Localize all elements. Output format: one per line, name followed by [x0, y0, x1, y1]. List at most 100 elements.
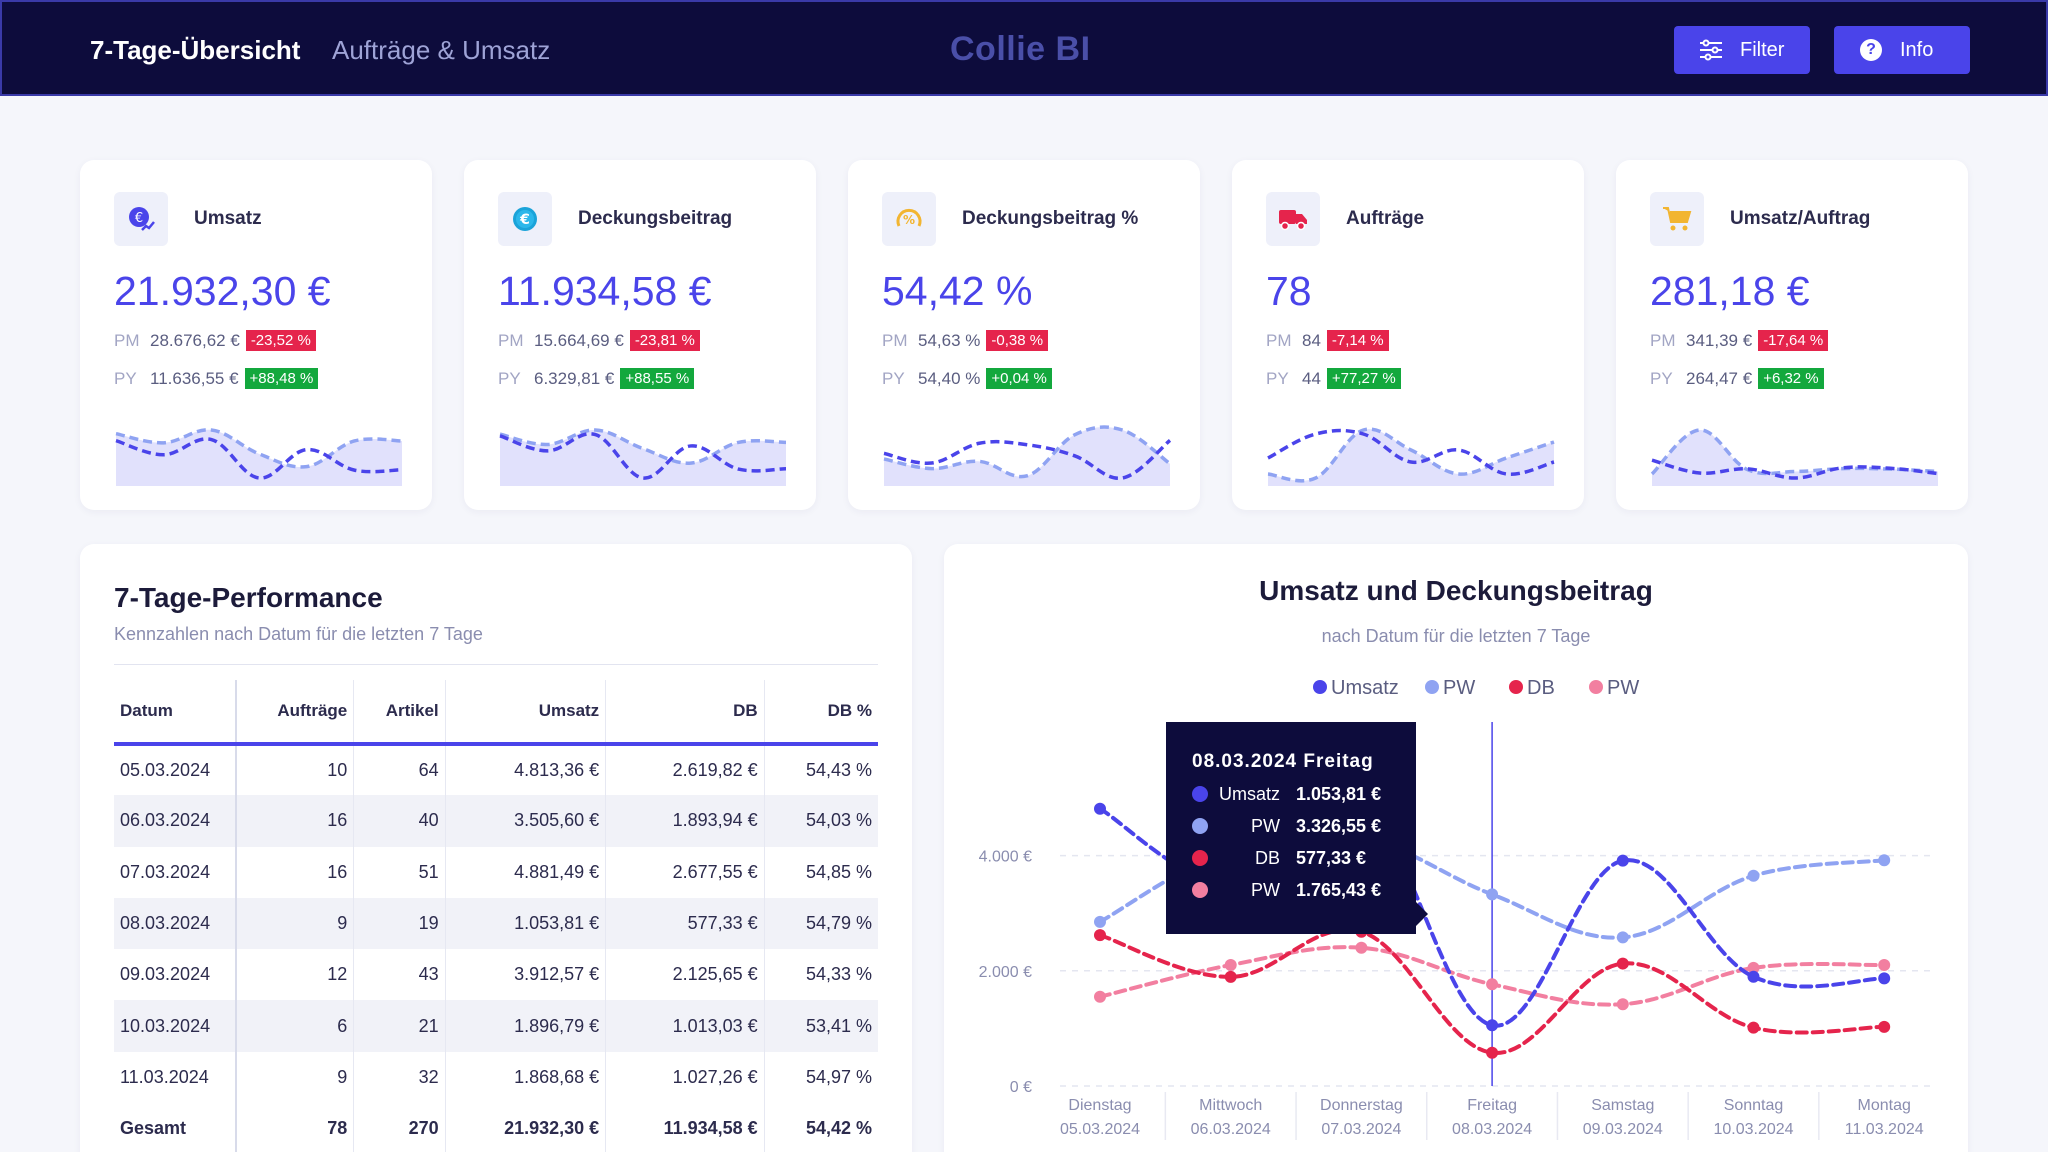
data-point [1094, 990, 1106, 1003]
column-header[interactable]: Artikel [353, 680, 446, 746]
euro-coin-icon: € [498, 192, 552, 246]
top-bar: 7-Tage-Übersicht Aufträge & Umsatz Colli… [0, 0, 2048, 96]
table-cell: 1.868,68 € [444, 1051, 606, 1104]
column-header[interactable]: Umsatz [444, 680, 606, 746]
table-row: 07.03.2024 16 51 4.881,49 €2.677,55 €54,85 … [114, 846, 878, 898]
total-cell: 78 [235, 1103, 354, 1152]
table-row: 06.03.2024 16 40 3.505,60 €1.893,94 €54,03 … [114, 795, 878, 847]
py-key: PY [1650, 368, 1673, 388]
info-button[interactable]: ? Info [1834, 26, 1970, 74]
data-point [1878, 1020, 1891, 1033]
x-tick-date: 06.03.2024 [1191, 1121, 1271, 1138]
data-point [1355, 941, 1368, 954]
data-point [1616, 854, 1629, 867]
table-cell: 64 [353, 744, 446, 796]
y-tick-label: 2.000 € [979, 964, 1032, 981]
py-delta-badge: +88,48 % [244, 368, 319, 389]
data-point [1486, 1019, 1499, 1032]
percent-gauge-icon: % [882, 192, 936, 246]
x-tick-date: 07.03.2024 [1321, 1121, 1401, 1138]
kpi-label: Deckungsbeitrag % [962, 208, 1139, 229]
spark-current-line [883, 438, 1172, 480]
pm-delta-badge: -0,38 % [986, 330, 1049, 351]
pm-delta-badge: -23,81 % [629, 330, 700, 351]
column-header[interactable]: Aufträge [235, 680, 354, 746]
tooltip-series-name: DB [1255, 848, 1280, 868]
column-header[interactable]: Datum [114, 680, 237, 746]
kpi-sparkline [499, 428, 787, 486]
pm-value: 15.664,69 € [534, 330, 624, 350]
table-cell: 9 [235, 897, 354, 950]
kpi-value: 11.934,58 € [498, 268, 712, 314]
column-header[interactable]: DB [605, 680, 765, 746]
data-point [1224, 959, 1237, 972]
chart-title: Umsatz und Deckungsbeitrag [1259, 575, 1653, 606]
data-point [1486, 888, 1499, 901]
tooltip-series-name: PW [1251, 880, 1280, 900]
table-cell: 2.125,65 € [605, 949, 765, 1001]
kpi-label: Umsatz/Auftrag [1730, 208, 1871, 229]
x-tick-label: Mittwoch [1199, 1097, 1262, 1114]
kpi-value: 281,18 € [1650, 268, 1810, 314]
pm-delta-badge: -23,52 % [245, 330, 316, 351]
kpi-value: 54,42 % [882, 268, 1033, 314]
data-point [1878, 959, 1891, 972]
tooltip-marker [1192, 850, 1208, 866]
x-tick-date: 08.03.2024 [1452, 1121, 1532, 1138]
table-cell: 2.619,82 € [605, 744, 765, 796]
kpi-card-umsatz-auftrag: Umsatz/Auftrag 281,18 € PM 341,39 € -17,64 %… [1616, 160, 1968, 510]
spark-compare-line [883, 425, 1172, 479]
x-tick-label: Freitag [1467, 1097, 1517, 1114]
table-cell: 54,43 % [763, 744, 878, 796]
py-delta-badge: +88,55 % [620, 368, 695, 389]
spark-area [500, 429, 786, 486]
total-cell: 270 [353, 1103, 446, 1152]
kpi-sparkline [115, 428, 403, 486]
x-tick-label: Sonntag [1724, 1097, 1784, 1114]
kpi-card-deckungsbeitrag: % Deckungsbeitrag % 54,42 % PM 54,63 % -0,38 … [848, 160, 1200, 510]
table-cell: 32 [353, 1051, 446, 1104]
column-header[interactable]: DB % [763, 680, 878, 746]
kpi-label: Deckungsbeitrag [578, 208, 733, 229]
spark-current-line [1651, 458, 1939, 480]
table-cell: 11.03.2024 [114, 1051, 237, 1104]
table-cell: 19 [353, 897, 446, 950]
table-total-row: Gesamt 78 270 21.932,30 €11.934,58 €54,42 % [114, 1103, 878, 1152]
spark-current-line [115, 437, 403, 480]
kpi-sparkline [883, 425, 1172, 486]
data-point [1616, 957, 1629, 970]
spark-area [1268, 429, 1554, 486]
page-title: 7-Tage-Übersicht [90, 35, 301, 65]
table-cell: 4.881,49 € [444, 846, 606, 898]
tooltip-marker [1192, 818, 1208, 834]
tooltip-series-name: Umsatz [1219, 784, 1280, 804]
data-point [1747, 970, 1760, 983]
pm-delta-badge: -17,64 % [1758, 330, 1829, 351]
performance-table-card: 7-Tage-Performance Kennzahlen nach Datum… [80, 544, 912, 1152]
table-cell: 06.03.2024 [114, 795, 237, 847]
kpi-pm-row: PM 341,39 € -17,64 % [1650, 330, 1829, 351]
table-cell: 9 [235, 1051, 354, 1104]
kpi-sparkline [1650, 428, 1939, 486]
filter-button[interactable]: Filter [1674, 26, 1810, 74]
table-cell: 54,33 % [763, 949, 878, 1001]
tooltip-value: 1.053,81 € [1296, 784, 1381, 804]
table-cell: 40 [353, 795, 446, 847]
legend-marker [1313, 680, 1327, 694]
x-tick-label: Dienstag [1068, 1097, 1131, 1114]
data-point [1486, 1046, 1499, 1059]
svg-text:%: % [903, 213, 915, 227]
kpi-card-deckungsbeitrag: € Deckungsbeitrag 11.934,58 € PM 15.664,69 €… [464, 160, 816, 510]
y-tick-label: 4.000 € [979, 849, 1032, 866]
py-value: 264,47 € [1686, 368, 1753, 388]
table-cell: 54,79 % [763, 897, 878, 950]
pm-value: 54,63 % [918, 330, 981, 350]
kpi-py-row: PY 11.636,55 € +88,48 % [114, 368, 319, 389]
py-value: 54,40 % [918, 368, 981, 388]
table-cell: 54,03 % [763, 795, 878, 847]
tooltip-value: 3.326,55 € [1296, 816, 1381, 836]
legend-marker [1509, 680, 1523, 694]
table-row: 11.03.2024 9 32 1.868,68 €1.027,26 €54,97 % [114, 1051, 878, 1104]
data-point [1094, 915, 1106, 928]
spark-compare-line [115, 428, 403, 469]
